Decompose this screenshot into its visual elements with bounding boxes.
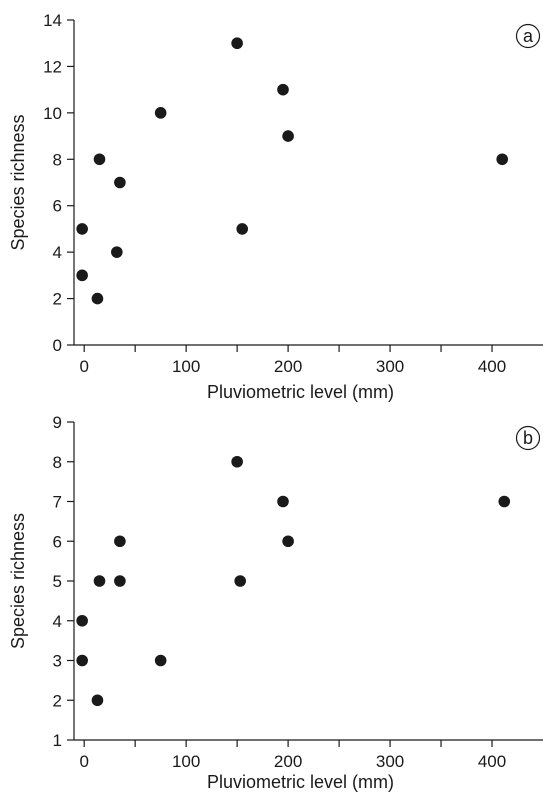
- x-tick-label: 300: [376, 357, 404, 376]
- x-tick-label: 400: [478, 752, 506, 771]
- panel-letter-circle: [515, 425, 541, 451]
- data-point: [496, 153, 509, 166]
- y-tick-label: 7: [53, 493, 62, 512]
- x-tick-label: 100: [172, 752, 200, 771]
- data-point: [91, 292, 104, 305]
- panel-letter: b: [523, 428, 533, 448]
- data-point: [277, 83, 289, 96]
- x-tick-label: 0: [79, 752, 88, 771]
- y-tick-label: 1: [53, 731, 62, 750]
- chart-panel-b: 1 2 3 4 5 6 7 8 9 0 100 200 300 400 Pluviometric level…: [8, 413, 543, 792]
- y-tick-label: 0: [53, 336, 62, 355]
- data-point: [277, 495, 289, 508]
- y-tick-label: 2: [53, 691, 62, 710]
- data-point: [114, 575, 126, 587]
- x-tick-label: 400: [478, 357, 506, 376]
- x-tick-label: 100: [172, 357, 200, 376]
- y-tick-label: 2: [53, 290, 62, 309]
- y-axis-title: Species richness: [8, 513, 28, 649]
- y-tick-label: 14: [43, 11, 62, 30]
- data-point: [111, 246, 123, 258]
- data-point: [76, 654, 88, 667]
- y-tick-label: 9: [53, 413, 62, 432]
- data-point: [282, 535, 294, 548]
- data-point: [154, 654, 167, 667]
- chart-panel-a: 0 2 4 6 8 10 12 14 0 100 200 300 400 Pluviometric lev…: [8, 11, 543, 402]
- data-point: [93, 575, 106, 587]
- data-point: [234, 575, 246, 587]
- y-tick-label: 8: [53, 150, 62, 169]
- y-tick-label: 4: [53, 243, 62, 262]
- y-tick-label: 5: [53, 572, 62, 591]
- x-axis-title: Pluviometric level (mm): [207, 382, 394, 402]
- data-point: [498, 495, 511, 508]
- x-tick-label: 200: [274, 357, 302, 376]
- data-point: [76, 223, 88, 235]
- data-point: [114, 535, 126, 548]
- x-axis-title: Pluviometric level (mm): [207, 772, 394, 792]
- y-tick-label: 10: [43, 104, 62, 123]
- data-point: [231, 455, 243, 468]
- data-point: [91, 694, 104, 707]
- data-point: [114, 176, 126, 189]
- y-tick-label: 6: [53, 197, 62, 216]
- data-point: [282, 130, 294, 142]
- panel-letter-circle: [515, 23, 541, 49]
- y-tick-label: 6: [53, 532, 62, 551]
- y-tick-label: 8: [53, 453, 62, 472]
- data-point: [231, 37, 243, 50]
- data-point: [93, 153, 106, 166]
- data-point: [236, 223, 249, 235]
- x-tick-label: 200: [274, 752, 302, 771]
- y-tick-label: 12: [43, 57, 62, 76]
- data-point: [76, 614, 88, 627]
- panel-letter: a: [523, 26, 534, 46]
- y-tick-label: 3: [53, 652, 62, 671]
- x-tick-label: 300: [376, 752, 404, 771]
- y-tick-label: 4: [53, 612, 62, 631]
- x-tick-label: 0: [79, 357, 88, 376]
- data-point: [76, 269, 88, 282]
- data-point: [154, 107, 167, 119]
- y-axis-title: Species richness: [8, 114, 28, 250]
